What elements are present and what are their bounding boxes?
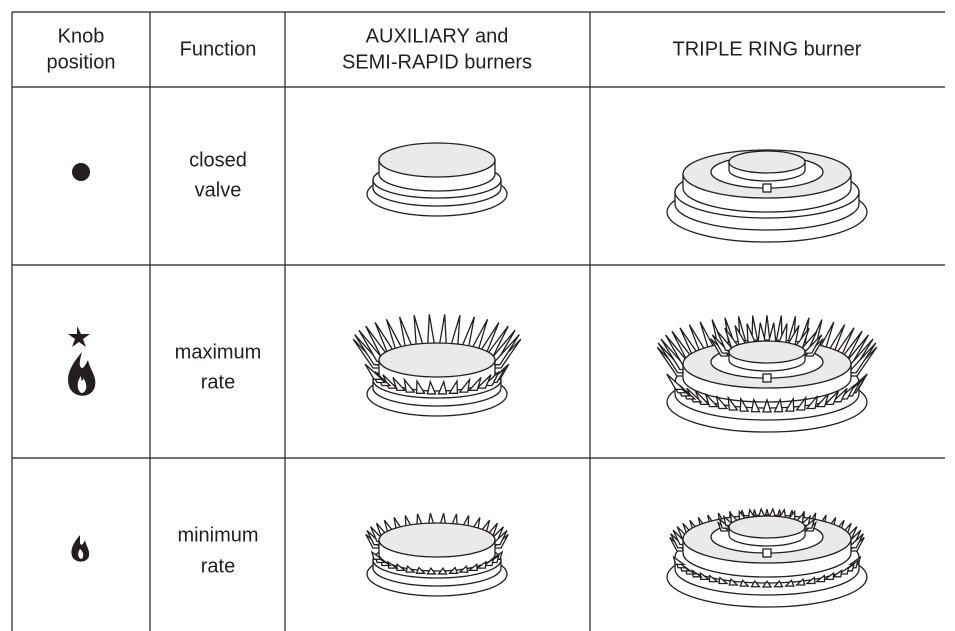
flame (801, 517, 816, 529)
function-text: closed (189, 149, 247, 171)
flame (458, 377, 471, 393)
flame (750, 579, 761, 588)
burner-part (728, 515, 806, 539)
flame (767, 322, 777, 345)
flame (448, 378, 459, 394)
flame (387, 560, 399, 569)
burner-illustrations (352, 142, 878, 608)
header-text: position (47, 51, 116, 73)
burner-part (378, 522, 496, 558)
header-text: Knob (58, 25, 105, 47)
burner-part (378, 342, 496, 378)
knob-off-icon (72, 163, 90, 181)
flame (476, 322, 500, 357)
flame (715, 395, 729, 410)
header-text: SEMI-RAPID burners (342, 51, 532, 73)
flame (785, 325, 800, 347)
flame (795, 395, 807, 411)
flame (846, 342, 877, 374)
flame (805, 395, 819, 410)
flame (739, 396, 750, 412)
flame (830, 569, 843, 578)
flame (691, 569, 704, 578)
flame (805, 576, 816, 585)
flame (784, 396, 795, 412)
flame (846, 533, 864, 549)
flame (468, 319, 489, 355)
flame (734, 325, 749, 347)
flame (437, 567, 448, 575)
knob-max-icon (68, 326, 96, 396)
flame (814, 574, 826, 583)
function-text: rate (201, 555, 235, 577)
flame (762, 397, 772, 413)
flame (776, 323, 788, 346)
header-text: TRIPLE RING burner (673, 38, 862, 60)
flame (823, 571, 835, 581)
table-grid (11, 11, 945, 631)
flame (364, 363, 384, 380)
burner-part (762, 548, 772, 558)
flame (475, 374, 492, 389)
flame (793, 327, 810, 349)
function-text: maximum (175, 341, 262, 363)
flame (815, 393, 830, 408)
flame (403, 377, 416, 393)
flame (490, 334, 520, 366)
flame (447, 566, 459, 574)
flame (831, 387, 848, 403)
flame (490, 530, 508, 546)
flame (727, 395, 739, 411)
flame (802, 334, 823, 354)
flame (724, 327, 741, 349)
flame (415, 566, 427, 574)
flame (426, 567, 437, 575)
flame (795, 577, 806, 586)
function-text: valve (195, 179, 242, 201)
burner-part (378, 142, 496, 178)
flame (746, 323, 758, 346)
flame (467, 377, 482, 392)
flame (728, 577, 739, 586)
flame (784, 579, 795, 587)
flame (370, 550, 385, 560)
header-text: Function (180, 38, 257, 60)
flame (426, 379, 437, 395)
header-text: AUXILIARY and (366, 25, 509, 47)
flame (467, 562, 478, 572)
flame (773, 579, 784, 588)
function-text: rate (201, 371, 235, 393)
burner-part (728, 150, 806, 174)
burner-part (728, 340, 806, 364)
flame (739, 579, 750, 587)
flame (757, 322, 767, 345)
flame (823, 390, 840, 406)
flame (718, 576, 729, 585)
function-text: minimum (177, 524, 258, 546)
burner-part (762, 183, 772, 193)
flame (761, 580, 773, 588)
flame (405, 564, 416, 573)
flame (666, 373, 686, 391)
flame (458, 564, 469, 573)
knob-min-icon (71, 535, 90, 562)
flame (773, 397, 784, 413)
flame (750, 397, 761, 413)
flame (437, 379, 448, 395)
flame (415, 378, 426, 394)
flame (489, 550, 504, 560)
flame (475, 560, 487, 569)
flame (672, 555, 686, 566)
burner-part (762, 373, 772, 383)
